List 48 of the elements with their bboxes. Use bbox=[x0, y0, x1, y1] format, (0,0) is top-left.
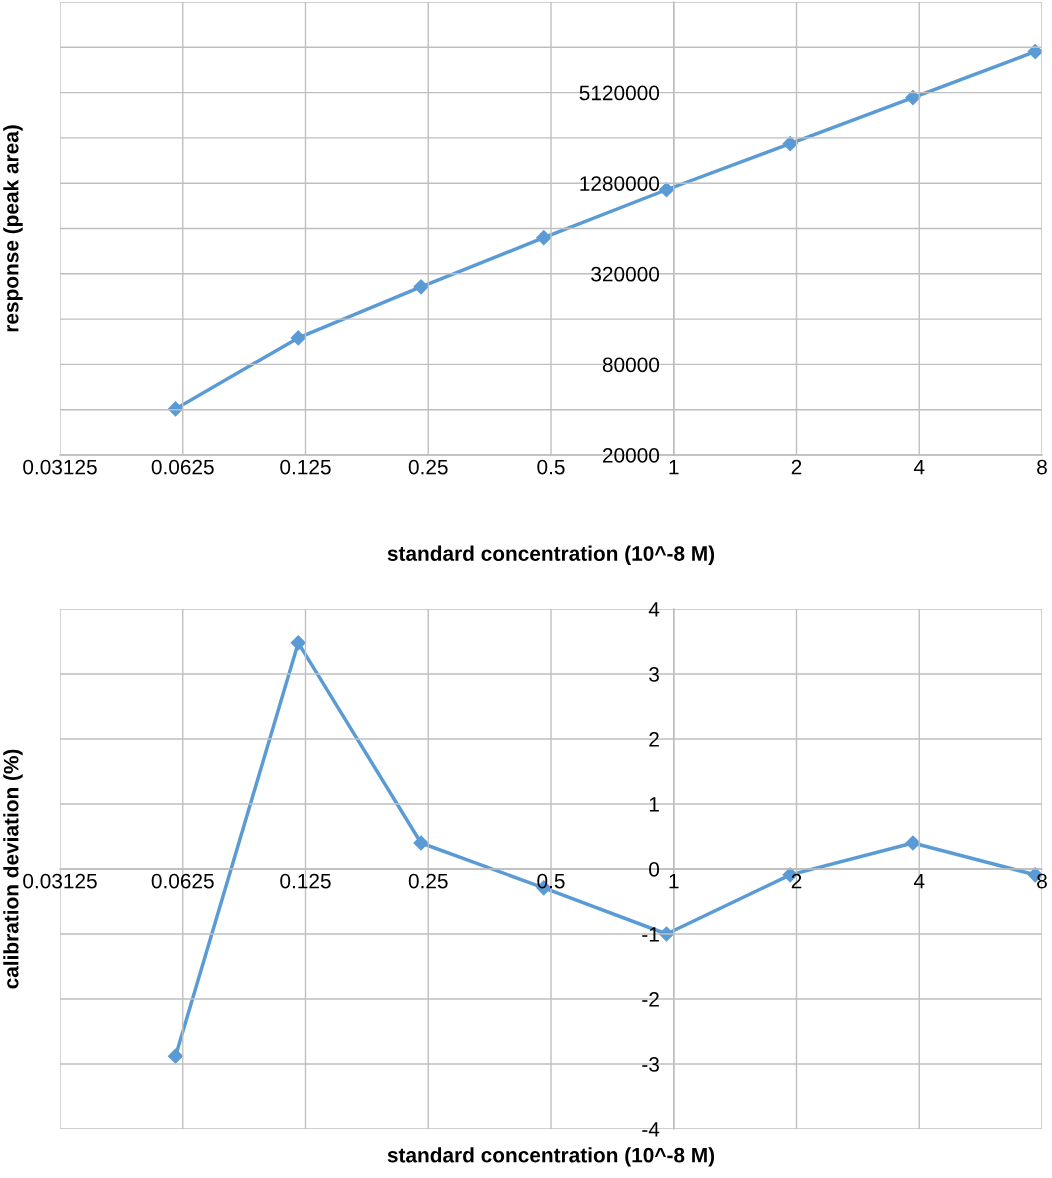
y-tick-label: 2 bbox=[649, 732, 659, 747]
y-tick-label: 320000 bbox=[591, 266, 660, 282]
point bbox=[167, 401, 184, 417]
point bbox=[413, 835, 429, 851]
point bbox=[905, 90, 921, 106]
point bbox=[290, 330, 306, 346]
point bbox=[167, 1048, 184, 1064]
x-axis-title: standard concentration (10^-8 M) bbox=[387, 545, 715, 566]
y-tick-label: 5120000 bbox=[579, 85, 660, 101]
y-tick-label: -1 bbox=[642, 927, 659, 942]
y-axis-title: response (peak area) bbox=[3, 125, 23, 332]
x-axis-title: standard concentration (10^-8 M) bbox=[387, 1147, 715, 1167]
y-tick-label: 80000 bbox=[602, 357, 660, 373]
x-tick-label: 0.03125 bbox=[23, 873, 97, 889]
y-tick-label: 1280000 bbox=[580, 176, 660, 191]
x-tick-label: 0.5 bbox=[537, 873, 565, 889]
point bbox=[782, 136, 798, 152]
y-tick-label: 1 bbox=[649, 797, 659, 812]
x-tick-label: 0.03125 bbox=[23, 459, 97, 475]
x-tick-label: 0.125 bbox=[280, 459, 331, 475]
x-tick-label: 2 bbox=[791, 459, 802, 475]
x-tick-label: 0.125 bbox=[280, 873, 331, 889]
y-tick-label: -3 bbox=[642, 1057, 659, 1072]
y-tick-label: 4 bbox=[648, 602, 660, 617]
x-tick-label: 1 bbox=[669, 459, 679, 475]
y-tick-label: 0 bbox=[649, 862, 660, 877]
y-tick-label: 20000 bbox=[602, 448, 660, 463]
x-tick-label: 2 bbox=[791, 873, 802, 889]
x-tick-label: 4 bbox=[913, 873, 925, 889]
y-axis-title: calibration deviation (%) bbox=[3, 749, 23, 989]
y-tick-label: 3 bbox=[649, 667, 659, 682]
x-tick-label: 1 bbox=[669, 873, 679, 889]
point bbox=[413, 279, 429, 295]
point bbox=[905, 835, 921, 851]
x-tick-label: 0.0625 bbox=[151, 873, 214, 889]
point bbox=[536, 230, 552, 246]
point bbox=[290, 635, 306, 651]
point bbox=[1027, 43, 1042, 60]
x-tick-label: 0.25 bbox=[408, 459, 448, 475]
x-tick-label: 8 bbox=[1037, 873, 1047, 889]
x-tick-label: 0.0625 bbox=[151, 459, 214, 475]
y-tick-label: -2 bbox=[642, 992, 659, 1007]
point bbox=[658, 182, 675, 198]
x-tick-label: 8 bbox=[1037, 459, 1047, 475]
x-tick-label: 4 bbox=[913, 459, 925, 475]
x-tick-label: 0.25 bbox=[408, 873, 448, 889]
y-tick-label: -4 bbox=[642, 1122, 660, 1137]
x-tick-label: 0.5 bbox=[537, 459, 565, 475]
